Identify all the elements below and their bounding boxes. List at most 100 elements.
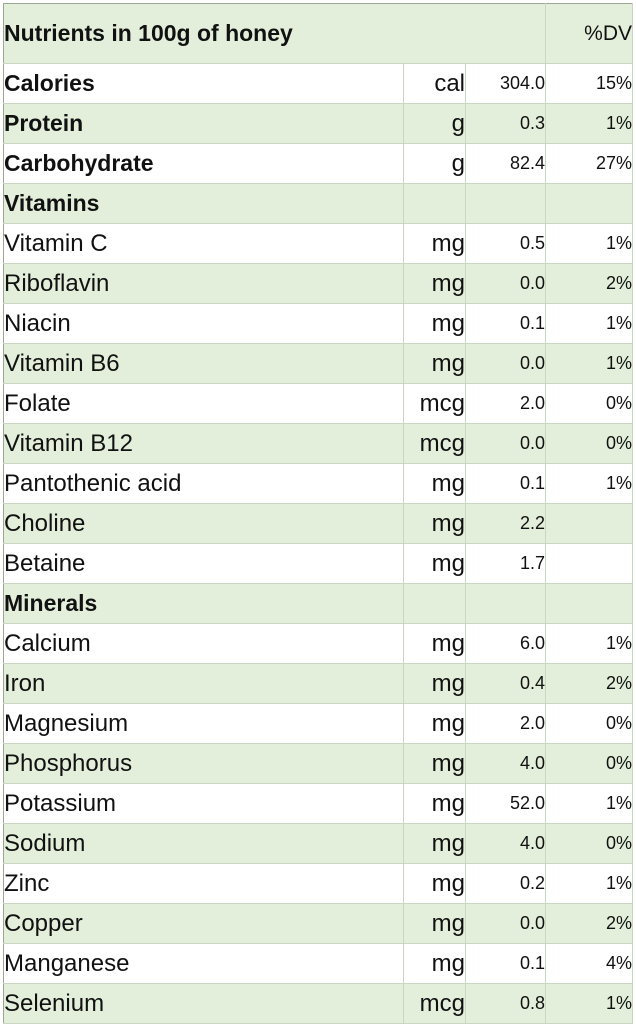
dv-cell: 1% bbox=[545, 783, 633, 824]
table-title: Nutrients in 100g of honey bbox=[3, 3, 546, 64]
unit-cell: mg bbox=[403, 543, 466, 584]
dv-cell: 1% bbox=[545, 983, 633, 1024]
unit-cell: mg bbox=[403, 903, 466, 944]
unit-cell: mg bbox=[403, 823, 466, 864]
table-row: Phosphorus mg 4.0 0% bbox=[3, 743, 633, 784]
nutrient-name: Choline bbox=[3, 503, 404, 544]
value-cell bbox=[465, 183, 546, 224]
table-row: Riboflavin mg 0.0 2% bbox=[3, 263, 633, 304]
dv-cell: 0% bbox=[545, 743, 633, 784]
nutrient-name: Selenium bbox=[3, 983, 404, 1024]
nutrient-name: Copper bbox=[3, 903, 404, 944]
dv-cell: 0% bbox=[545, 703, 633, 744]
nutrient-name: Manganese bbox=[3, 943, 404, 984]
dv-cell: 1% bbox=[545, 303, 633, 344]
value-cell: 0.5 bbox=[465, 223, 546, 264]
unit-cell: mg bbox=[403, 343, 466, 384]
table-row: Zinc mg 0.2 1% bbox=[3, 863, 633, 904]
dv-cell: 0% bbox=[545, 383, 633, 424]
nutrient-name: Vitamin B6 bbox=[3, 343, 404, 384]
section-row: Minerals bbox=[3, 583, 633, 624]
nutrient-name: Carbohydrate bbox=[3, 143, 404, 184]
nutrient-name: Calories bbox=[3, 63, 404, 104]
table-row: Vitamin B12 mcg 0.0 0% bbox=[3, 423, 633, 464]
value-cell: 52.0 bbox=[465, 783, 546, 824]
table-row: Selenium mcg 0.8 1% bbox=[3, 983, 633, 1024]
dv-cell: 2% bbox=[545, 663, 633, 704]
unit-cell bbox=[403, 183, 466, 224]
value-cell: 0.3 bbox=[465, 103, 546, 144]
unit-cell: mcg bbox=[403, 983, 466, 1024]
dv-cell: 27% bbox=[545, 143, 633, 184]
unit-cell: mg bbox=[403, 743, 466, 784]
nutrient-name: Magnesium bbox=[3, 703, 404, 744]
value-cell: 0.0 bbox=[465, 343, 546, 384]
value-cell: 0.4 bbox=[465, 663, 546, 704]
value-cell: 0.0 bbox=[465, 423, 546, 464]
value-cell: 0.0 bbox=[465, 263, 546, 304]
table-row: Folate mcg 2.0 0% bbox=[3, 383, 633, 424]
nutrient-name: Potassium bbox=[3, 783, 404, 824]
value-cell bbox=[465, 583, 546, 624]
nutrient-name: Folate bbox=[3, 383, 404, 424]
unit-cell: mcg bbox=[403, 423, 466, 464]
value-cell: 82.4 bbox=[465, 143, 546, 184]
table-row: Pantothenic acid mg 0.1 1% bbox=[3, 463, 633, 504]
dv-cell: 15% bbox=[545, 63, 633, 104]
value-cell: 2.2 bbox=[465, 503, 546, 544]
table-row: Betaine mg 1.7 bbox=[3, 543, 633, 584]
table-row: Vitamin B6 mg 0.0 1% bbox=[3, 343, 633, 384]
header-row: Nutrients in 100g of honey %DV bbox=[3, 3, 633, 64]
unit-cell bbox=[403, 583, 466, 624]
nutrient-name: Vitamin B12 bbox=[3, 423, 404, 464]
nutrient-name: Vitamins bbox=[3, 183, 404, 224]
nutrient-name: Protein bbox=[3, 103, 404, 144]
value-cell: 0.1 bbox=[465, 943, 546, 984]
dv-cell: 1% bbox=[545, 863, 633, 904]
table-row: Potassium mg 52.0 1% bbox=[3, 783, 633, 824]
value-cell: 2.0 bbox=[465, 703, 546, 744]
dv-cell: 1% bbox=[545, 343, 633, 384]
nutrient-name: Minerals bbox=[3, 583, 404, 624]
nutrient-name: Riboflavin bbox=[3, 263, 404, 304]
unit-cell: mg bbox=[403, 663, 466, 704]
value-cell: 0.1 bbox=[465, 303, 546, 344]
table-row: Calcium mg 6.0 1% bbox=[3, 623, 633, 664]
nutrient-name: Betaine bbox=[3, 543, 404, 584]
dv-cell: 1% bbox=[545, 623, 633, 664]
table-row: Manganese mg 0.1 4% bbox=[3, 943, 633, 984]
value-cell: 2.0 bbox=[465, 383, 546, 424]
unit-cell: mg bbox=[403, 223, 466, 264]
unit-cell: mg bbox=[403, 623, 466, 664]
value-cell: 0.8 bbox=[465, 983, 546, 1024]
unit-cell: mg bbox=[403, 783, 466, 824]
dv-cell bbox=[545, 503, 633, 544]
dv-cell: 2% bbox=[545, 263, 633, 304]
table-row: Iron mg 0.4 2% bbox=[3, 663, 633, 704]
nutrient-name: Niacin bbox=[3, 303, 404, 344]
dv-cell: 0% bbox=[545, 823, 633, 864]
value-cell: 4.0 bbox=[465, 743, 546, 784]
nutrient-name: Pantothenic acid bbox=[3, 463, 404, 504]
table-row: Copper mg 0.0 2% bbox=[3, 903, 633, 944]
value-cell: 0.2 bbox=[465, 863, 546, 904]
nutrient-name: Calcium bbox=[3, 623, 404, 664]
nutrient-name: Sodium bbox=[3, 823, 404, 864]
unit-cell: mcg bbox=[403, 383, 466, 424]
unit-cell: mg bbox=[403, 263, 466, 304]
value-cell: 304.0 bbox=[465, 63, 546, 104]
value-cell: 1.7 bbox=[465, 543, 546, 584]
nutrient-name: Zinc bbox=[3, 863, 404, 904]
table-row: Niacin mg 0.1 1% bbox=[3, 303, 633, 344]
unit-cell: mg bbox=[403, 463, 466, 504]
dv-cell: 1% bbox=[545, 103, 633, 144]
dv-cell bbox=[545, 583, 633, 624]
unit-cell: g bbox=[403, 143, 466, 184]
section-row: Vitamins bbox=[3, 183, 633, 224]
value-cell: 0.0 bbox=[465, 903, 546, 944]
dv-cell bbox=[545, 183, 633, 224]
table-row: Sodium mg 4.0 0% bbox=[3, 823, 633, 864]
nutrient-name: Iron bbox=[3, 663, 404, 704]
value-cell: 6.0 bbox=[465, 623, 546, 664]
